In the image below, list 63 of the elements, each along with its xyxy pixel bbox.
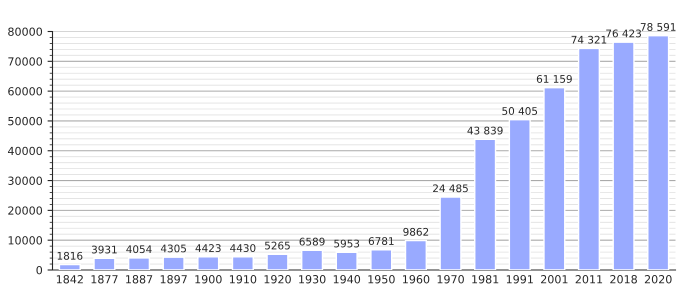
data-label: 5953 (334, 240, 360, 248)
data-label: 6589 (300, 238, 325, 246)
x-tick-label: 1960 (403, 275, 430, 284)
data-label: 4305 (160, 244, 186, 252)
x-tick-label: 1940 (334, 275, 360, 284)
bar (370, 249, 392, 270)
bar (404, 240, 427, 270)
y-tick-label: 70000 (8, 57, 42, 66)
data-label: 4054 (126, 245, 152, 254)
x-tick-label: 2001 (541, 275, 568, 284)
y-tick-label: 10000 (8, 236, 42, 245)
bar (58, 264, 81, 270)
x-tick-label: 1991 (506, 275, 533, 284)
bar (336, 252, 358, 270)
bar (197, 256, 220, 270)
bar (266, 254, 289, 270)
bar (578, 48, 600, 270)
bar (612, 41, 635, 270)
x-tick-label: 1900 (195, 275, 222, 284)
x-tick-label: 1970 (438, 275, 464, 284)
bar (543, 86, 566, 270)
bar (162, 256, 185, 270)
x-tick-label: 1887 (126, 275, 152, 284)
data-label: 76 423 (606, 29, 641, 38)
y-tick-label: 80000 (8, 27, 42, 36)
y-tick-label: 30000 (8, 176, 42, 185)
bar (128, 257, 150, 270)
data-label: 43 839 (467, 126, 503, 135)
bar (474, 138, 496, 270)
x-tick-label: 1897 (160, 275, 187, 284)
y-tick-label: 40000 (8, 146, 42, 156)
x-tick-label: 1930 (299, 275, 326, 284)
data-label: 24 485 (433, 184, 468, 192)
y-tick-label: 0 (36, 266, 42, 274)
data-label: 74 321 (572, 36, 606, 44)
x-tick-label: 1950 (368, 275, 395, 284)
data-label: 4430 (230, 244, 256, 252)
bar (508, 119, 531, 270)
data-label: 1816 (58, 252, 82, 260)
y-tick-label: 50000 (8, 116, 42, 126)
bar (93, 258, 116, 270)
data-label: 4423 (196, 244, 221, 252)
x-tick-label: 2011 (576, 275, 602, 284)
data-label: 9862 (403, 228, 428, 236)
x-tick-label: 1981 (472, 275, 498, 284)
data-label: 78 591 (640, 23, 676, 31)
x-tick-label: 1920 (264, 275, 291, 284)
x-tick-label: 2020 (644, 275, 672, 284)
bar (439, 196, 462, 270)
x-tick-label: 1877 (92, 275, 118, 284)
y-tick-label: 20000 (8, 206, 42, 215)
data-label: 50 405 (502, 107, 538, 115)
x-tick-label: 1910 (230, 275, 256, 284)
bar (301, 250, 324, 270)
y-tick-label: 60000 (8, 87, 42, 96)
bar (647, 35, 670, 270)
data-label: 61 159 (536, 74, 572, 83)
data-label: 5265 (265, 242, 290, 250)
bar (232, 256, 254, 270)
x-tick-label: 1842 (56, 275, 83, 284)
data-label: 3931 (92, 246, 117, 254)
data-label: 6781 (368, 237, 394, 245)
x-tick-label: 2018 (610, 275, 637, 284)
